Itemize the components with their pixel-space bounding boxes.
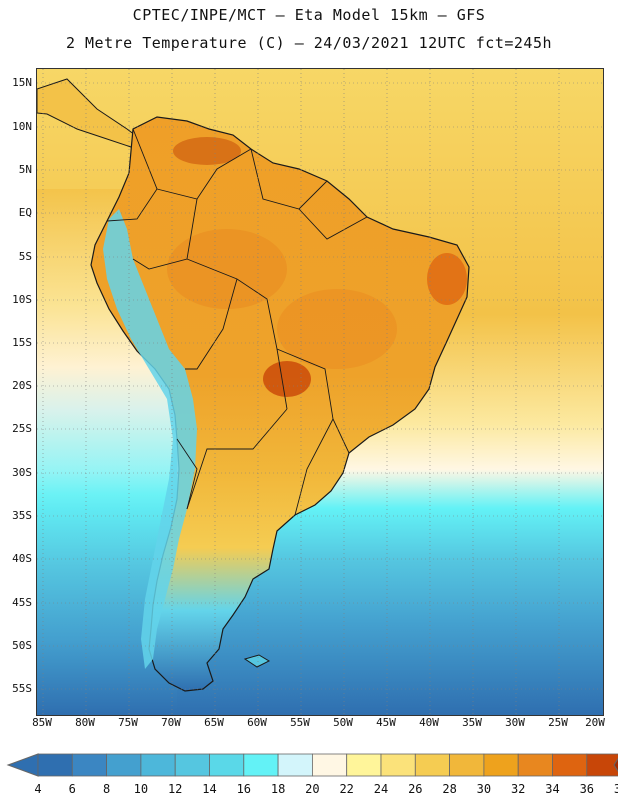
lat-label: 10N xyxy=(12,120,32,133)
colorbar-label: 38 xyxy=(613,782,618,796)
lat-label: 20S xyxy=(12,379,32,392)
colorbar-cell xyxy=(71,753,108,777)
warm-zone-amazon xyxy=(167,229,287,309)
lat-label: 5N xyxy=(18,163,32,176)
lon-label: 25W xyxy=(548,716,568,729)
lat-label: 10S xyxy=(12,293,32,306)
colorbar-label: 36 xyxy=(579,782,595,796)
colorbar-cell xyxy=(380,753,416,777)
colorbar-cell xyxy=(243,753,279,777)
lat-label: 25S xyxy=(12,422,32,435)
lon-label: 55W xyxy=(290,716,310,729)
lon-label: 70W xyxy=(161,716,181,729)
lon-label: 20W xyxy=(585,716,605,729)
lon-label: 30W xyxy=(505,716,525,729)
colorbar-label: 24 xyxy=(373,782,389,796)
colorbar-cell xyxy=(209,753,245,777)
colorbar-cell xyxy=(483,753,519,777)
colorbar-cell xyxy=(311,753,348,777)
lon-label: 80W xyxy=(75,716,95,729)
lat-label: 45S xyxy=(12,596,32,609)
lat-label: 15N xyxy=(12,76,32,89)
colorbar-cell xyxy=(517,753,553,777)
colorbar-label: 18 xyxy=(270,782,286,796)
colorbar-cell xyxy=(277,753,313,777)
andes-cold-band xyxy=(103,209,197,669)
colorbar-cell xyxy=(174,753,210,777)
colorbar-label: 22 xyxy=(339,782,354,796)
temperature-map[interactable] xyxy=(36,68,604,716)
map-title-line1: CPTEC/INPE/MCT – Eta Model 15km – GFS xyxy=(132,6,486,24)
lon-label: 65W xyxy=(204,716,224,729)
lon-label: 60W xyxy=(247,716,267,729)
lon-label: 75W xyxy=(118,716,138,729)
lat-label: 50S xyxy=(12,639,32,652)
warm-zone-central-brazil xyxy=(277,289,397,369)
colorbar-label: 6 xyxy=(68,782,76,796)
map-title-line2: 2 Metre Temperature (C) – 24/03/2021 12U… xyxy=(65,34,553,52)
country-borders xyxy=(106,128,368,516)
colorbar-label: 10 xyxy=(133,782,149,796)
colorbar-cell xyxy=(552,753,588,777)
colorbar-label: 34 xyxy=(545,782,560,796)
hot-zone-venezuela xyxy=(173,137,241,165)
lon-label: 45W xyxy=(376,716,396,729)
colorbar-label: 14 xyxy=(202,782,217,796)
colorbar-label: 30 xyxy=(476,782,492,796)
map-svg xyxy=(37,69,603,715)
lat-label: 30S xyxy=(12,466,32,479)
lat-label: EQ xyxy=(18,206,32,219)
temperature-colorbar xyxy=(6,753,618,777)
colorbar-label: 16 xyxy=(236,782,252,796)
hot-zone-northeast-brazil xyxy=(427,253,467,305)
colorbar-left-arrow xyxy=(6,753,39,777)
colorbar-label: 4 xyxy=(34,782,42,796)
colorbar-cell xyxy=(37,753,73,777)
colorbar-cell xyxy=(414,753,450,777)
colorbar-label: 32 xyxy=(510,782,526,796)
colorbar-label: 12 xyxy=(167,782,183,796)
lon-label: 85W xyxy=(32,716,52,729)
colorbar-cell xyxy=(140,753,176,777)
lat-label: 5S xyxy=(18,250,32,263)
colorbar-cell xyxy=(106,753,142,777)
colorbar-cell xyxy=(346,753,382,777)
colorbar-label: 20 xyxy=(305,782,320,796)
hot-zone-chaco xyxy=(263,361,311,397)
colorbar-cell xyxy=(449,753,485,777)
lat-label: 35S xyxy=(12,509,32,522)
lon-label: 35W xyxy=(462,716,482,729)
colorbar-cell xyxy=(586,753,618,777)
lon-label: 40W xyxy=(419,716,439,729)
colorbar-label: 26 xyxy=(408,782,423,796)
lat-label: 55S xyxy=(12,682,32,695)
lat-label: 15S xyxy=(12,336,32,349)
lat-label: 40S xyxy=(12,552,32,565)
lon-label: 50W xyxy=(333,716,353,729)
colorbar-label: 8 xyxy=(102,782,111,796)
colorbar-label: 28 xyxy=(442,782,457,796)
falkland-islands xyxy=(243,654,271,668)
